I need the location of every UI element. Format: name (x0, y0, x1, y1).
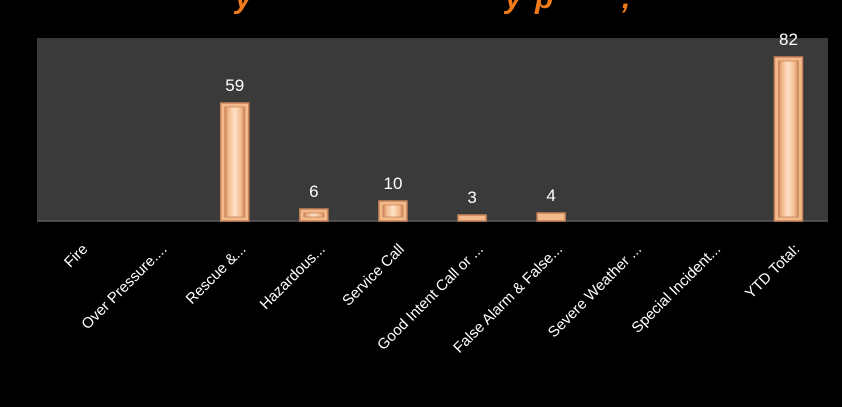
title-fragment-3: p (534, 0, 553, 15)
x-tick-label-8: Special Incident... (628, 241, 724, 337)
bar-9 (773, 56, 804, 222)
value-label-2: 59 (225, 76, 244, 95)
x-tick-label-4: Service Call (339, 241, 408, 310)
bar-2 (220, 102, 250, 222)
bar-5 (457, 214, 487, 222)
x-tick-label-1: Over Pressure.... (78, 241, 170, 333)
plot-area (37, 38, 828, 221)
x-tick-label-3: Hazardous... (257, 241, 329, 313)
value-label-3: 6 (309, 182, 318, 201)
bar-bevel (224, 106, 246, 218)
bar-6 (536, 212, 566, 222)
bar-body (457, 214, 487, 222)
value-label-9: 82 (779, 30, 798, 49)
bar-3 (299, 208, 329, 222)
value-labels-layer: 59 6 10 3 4 82 (225, 30, 798, 207)
bars-layer (220, 56, 804, 222)
bar-bevel (303, 212, 325, 218)
value-label-6: 4 (546, 186, 555, 205)
title-fragment-4: , (621, 0, 630, 15)
value-label-4: 10 (383, 174, 402, 193)
title-fragment-2: y (503, 0, 523, 15)
title-fragment-1: y (233, 0, 253, 15)
bar-bevel (778, 60, 799, 218)
title-fragment-group: y y p , (233, 0, 630, 15)
x-tick-label-9: YTD Total: (742, 241, 803, 302)
bar-body (536, 212, 566, 222)
x-tick-label-0: Fire (61, 241, 91, 271)
bar-bevel (382, 204, 404, 218)
x-tick-label-2: Rescue &... (183, 241, 250, 308)
value-label-5: 3 (467, 188, 476, 207)
bar-4 (378, 200, 408, 222)
